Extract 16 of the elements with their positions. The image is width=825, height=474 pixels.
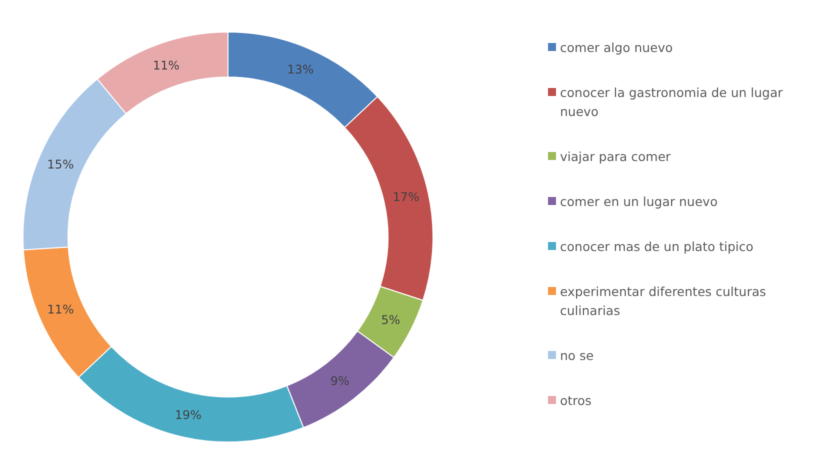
data-label: 13% [287,62,314,77]
legend-label: otros [560,393,592,408]
data-label: 19% [174,408,202,422]
data-label: 15% [47,158,74,172]
data-label: 17% [392,190,420,204]
data-label: 9% [330,374,350,388]
data-label: 5% [381,312,400,327]
legend-label: no se [560,348,594,363]
legend-label: experimentar diferentes culturas culinarias [560,284,766,318]
legend-label: comer en un lugar nuevo [560,194,718,209]
legend-label: comer algo nuevo [560,40,673,55]
data-label: 11% [152,58,180,72]
legend-label: conocer mas de un plato tipico [560,239,754,254]
legend-label: conocer la gastronomia de un lugar nuevo [560,85,783,119]
data-label: 11% [47,302,74,316]
legend-label: viajar para comer [560,149,671,164]
